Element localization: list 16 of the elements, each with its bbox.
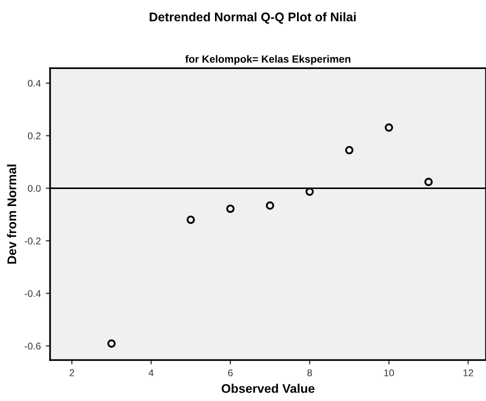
y-axis-title: Dev from Normal [7, 164, 16, 264]
y-tick-label: 0.4 [28, 80, 41, 87]
y-tick-label: -0.4 [24, 290, 41, 297]
y-tick-label: 0.0 [28, 184, 41, 192]
x-tick-label: 4 [148, 369, 154, 376]
x-tick-label: 12 [464, 369, 474, 376]
x-tick-label: 2 [70, 369, 74, 376]
chart-subtitle: for Kelompok= Kelas Eksperimen [185, 55, 350, 65]
x-tick-label: 10 [384, 369, 394, 376]
y-tick-label: -0.6 [24, 342, 41, 350]
y-tick-label: 0.2 [28, 132, 41, 140]
chart-title: Detrended Normal Q-Q Plot of Nilai [150, 12, 356, 24]
y-tick-label: -0.2 [24, 238, 41, 244]
x-tick-label: 6 [228, 369, 233, 376]
x-axis-title: Observed Value [222, 384, 315, 393]
x-tick-label: 8 [307, 369, 312, 376]
